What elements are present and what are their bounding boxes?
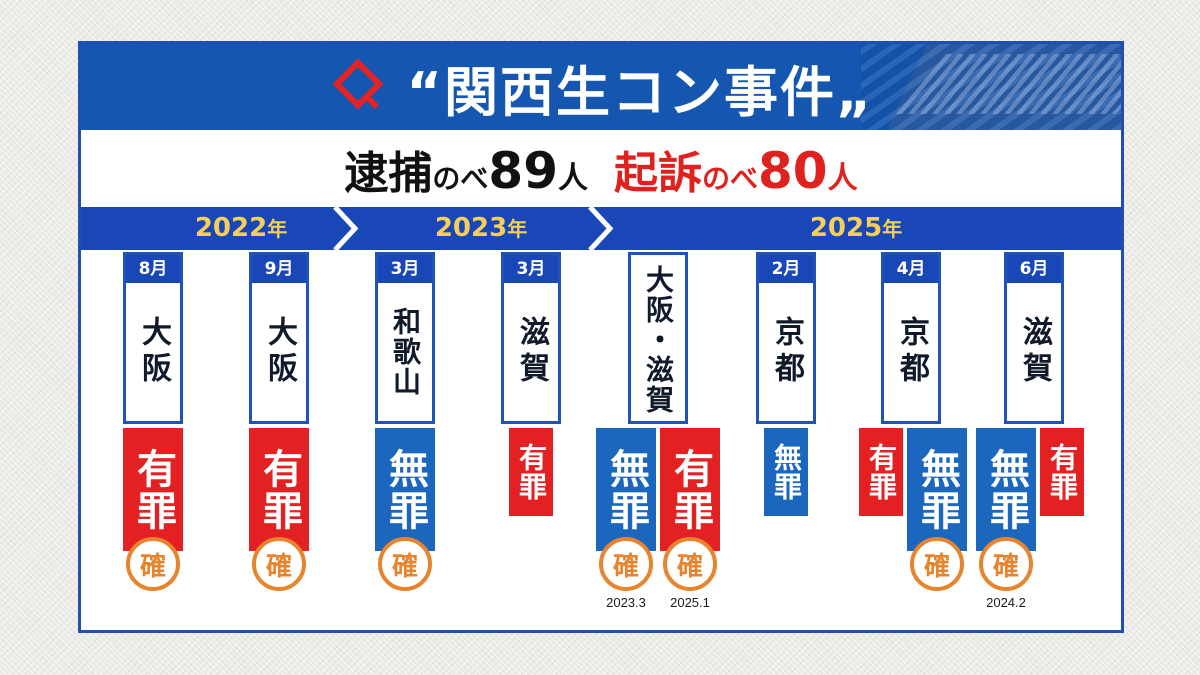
- chevron-right-icon: [333, 207, 359, 250]
- verdict-guilty: 有罪: [123, 428, 183, 551]
- case-card: 2月 京都: [756, 252, 816, 424]
- verdict-innocent: 無罪: [375, 428, 435, 551]
- case-column: 6月 滋賀 無罪 確 2024.2 有罪: [976, 252, 1084, 610]
- finalized-stamp-icon: 確: [663, 537, 717, 591]
- place-label: 和歌山: [389, 307, 422, 397]
- case-column: 4月 京都 有罪 無罪 確: [859, 252, 967, 591]
- finalized-date: 2023.3: [606, 595, 646, 610]
- chevron-right-icon: [588, 207, 614, 250]
- case-card: 3月 和歌山: [375, 252, 435, 424]
- month-tab: 9月: [252, 255, 306, 283]
- finalized-stamp-icon: 確: [979, 537, 1033, 591]
- place-label: 大阪: [262, 316, 297, 388]
- case-column: 大阪・滋賀 無罪 確 2023.3 有罪 確 2025.1: [596, 252, 720, 610]
- finalized-stamp-icon: 確: [126, 537, 180, 591]
- summary-band: 逮捕 のべ 89 人 起訴 のべ 80 人: [81, 130, 1121, 207]
- cityscape-decoration: [861, 44, 1121, 130]
- verdict-innocent: 無罪: [764, 428, 808, 516]
- case-column: 3月 和歌山 無罪 確: [375, 252, 435, 591]
- case-card: 9月 大阪: [249, 252, 309, 424]
- month-tab: 3月: [504, 255, 558, 283]
- title-band: “関西生コン事件„: [81, 44, 1121, 130]
- case-card: 8月 大阪: [123, 252, 183, 424]
- case-card: 4月 京都: [881, 252, 941, 424]
- case-column: 2月 京都 無罪: [756, 252, 816, 516]
- case-column: 8月 大阪 有罪 確: [123, 252, 183, 591]
- place-label: 京都: [769, 316, 804, 388]
- month-tab: 6月: [1007, 255, 1061, 283]
- month-tab: 4月: [884, 255, 938, 283]
- month-tab: 2月: [759, 255, 813, 283]
- place-label: 滋賀: [514, 316, 549, 388]
- page-title: “関西生コン事件„: [406, 60, 874, 124]
- infographic-frame: “関西生コン事件„ 逮捕 のべ 89 人 起訴 のべ 80 人 2022年 20…: [78, 41, 1124, 633]
- place-label: 大阪: [136, 316, 171, 388]
- verdict-innocent: 無罪: [907, 428, 967, 551]
- verdict-guilty: 有罪: [249, 428, 309, 551]
- year-label-2022: 2022年: [194, 213, 288, 243]
- case-card: 大阪・滋賀: [628, 252, 688, 424]
- verdict-guilty: 有罪: [1040, 428, 1084, 516]
- year-label-2023: 2023年: [434, 213, 528, 243]
- verdict-guilty: 有罪: [660, 428, 720, 551]
- year-timeline-bar: 2022年 2023年 2025年: [81, 207, 1121, 250]
- finalized-stamp-icon: 確: [599, 537, 653, 591]
- case-card: 3月 滋賀: [501, 252, 561, 424]
- finalized-stamp-icon: 確: [378, 537, 432, 591]
- verdict-guilty: 有罪: [859, 428, 903, 516]
- verdict-guilty: 有罪: [509, 428, 553, 516]
- diamond-q-logo-icon: [329, 57, 389, 117]
- finalized-date: 2024.2: [986, 595, 1026, 610]
- place-label: 滋賀: [1017, 316, 1052, 388]
- arrest-count: 逮捕 のべ 89 人: [344, 141, 588, 200]
- place-label: 大阪・滋賀: [642, 265, 675, 415]
- finalized-stamp-icon: 確: [910, 537, 964, 591]
- case-column: 9月 大阪 有罪 確: [249, 252, 309, 591]
- finalized-stamp-icon: 確: [252, 537, 306, 591]
- year-label-2025: 2025年: [809, 213, 903, 243]
- verdict-innocent: 無罪: [976, 428, 1036, 551]
- place-label: 京都: [894, 316, 929, 388]
- month-tab: 3月: [378, 255, 432, 283]
- month-tab: 8月: [126, 255, 180, 283]
- indictment-count: 起訴 のべ 80 人: [614, 141, 858, 200]
- case-card: 6月 滋賀: [1004, 252, 1064, 424]
- verdict-innocent: 無罪: [596, 428, 656, 551]
- finalized-date: 2025.1: [670, 595, 710, 610]
- case-column: 3月 滋賀 有罪: [501, 252, 561, 516]
